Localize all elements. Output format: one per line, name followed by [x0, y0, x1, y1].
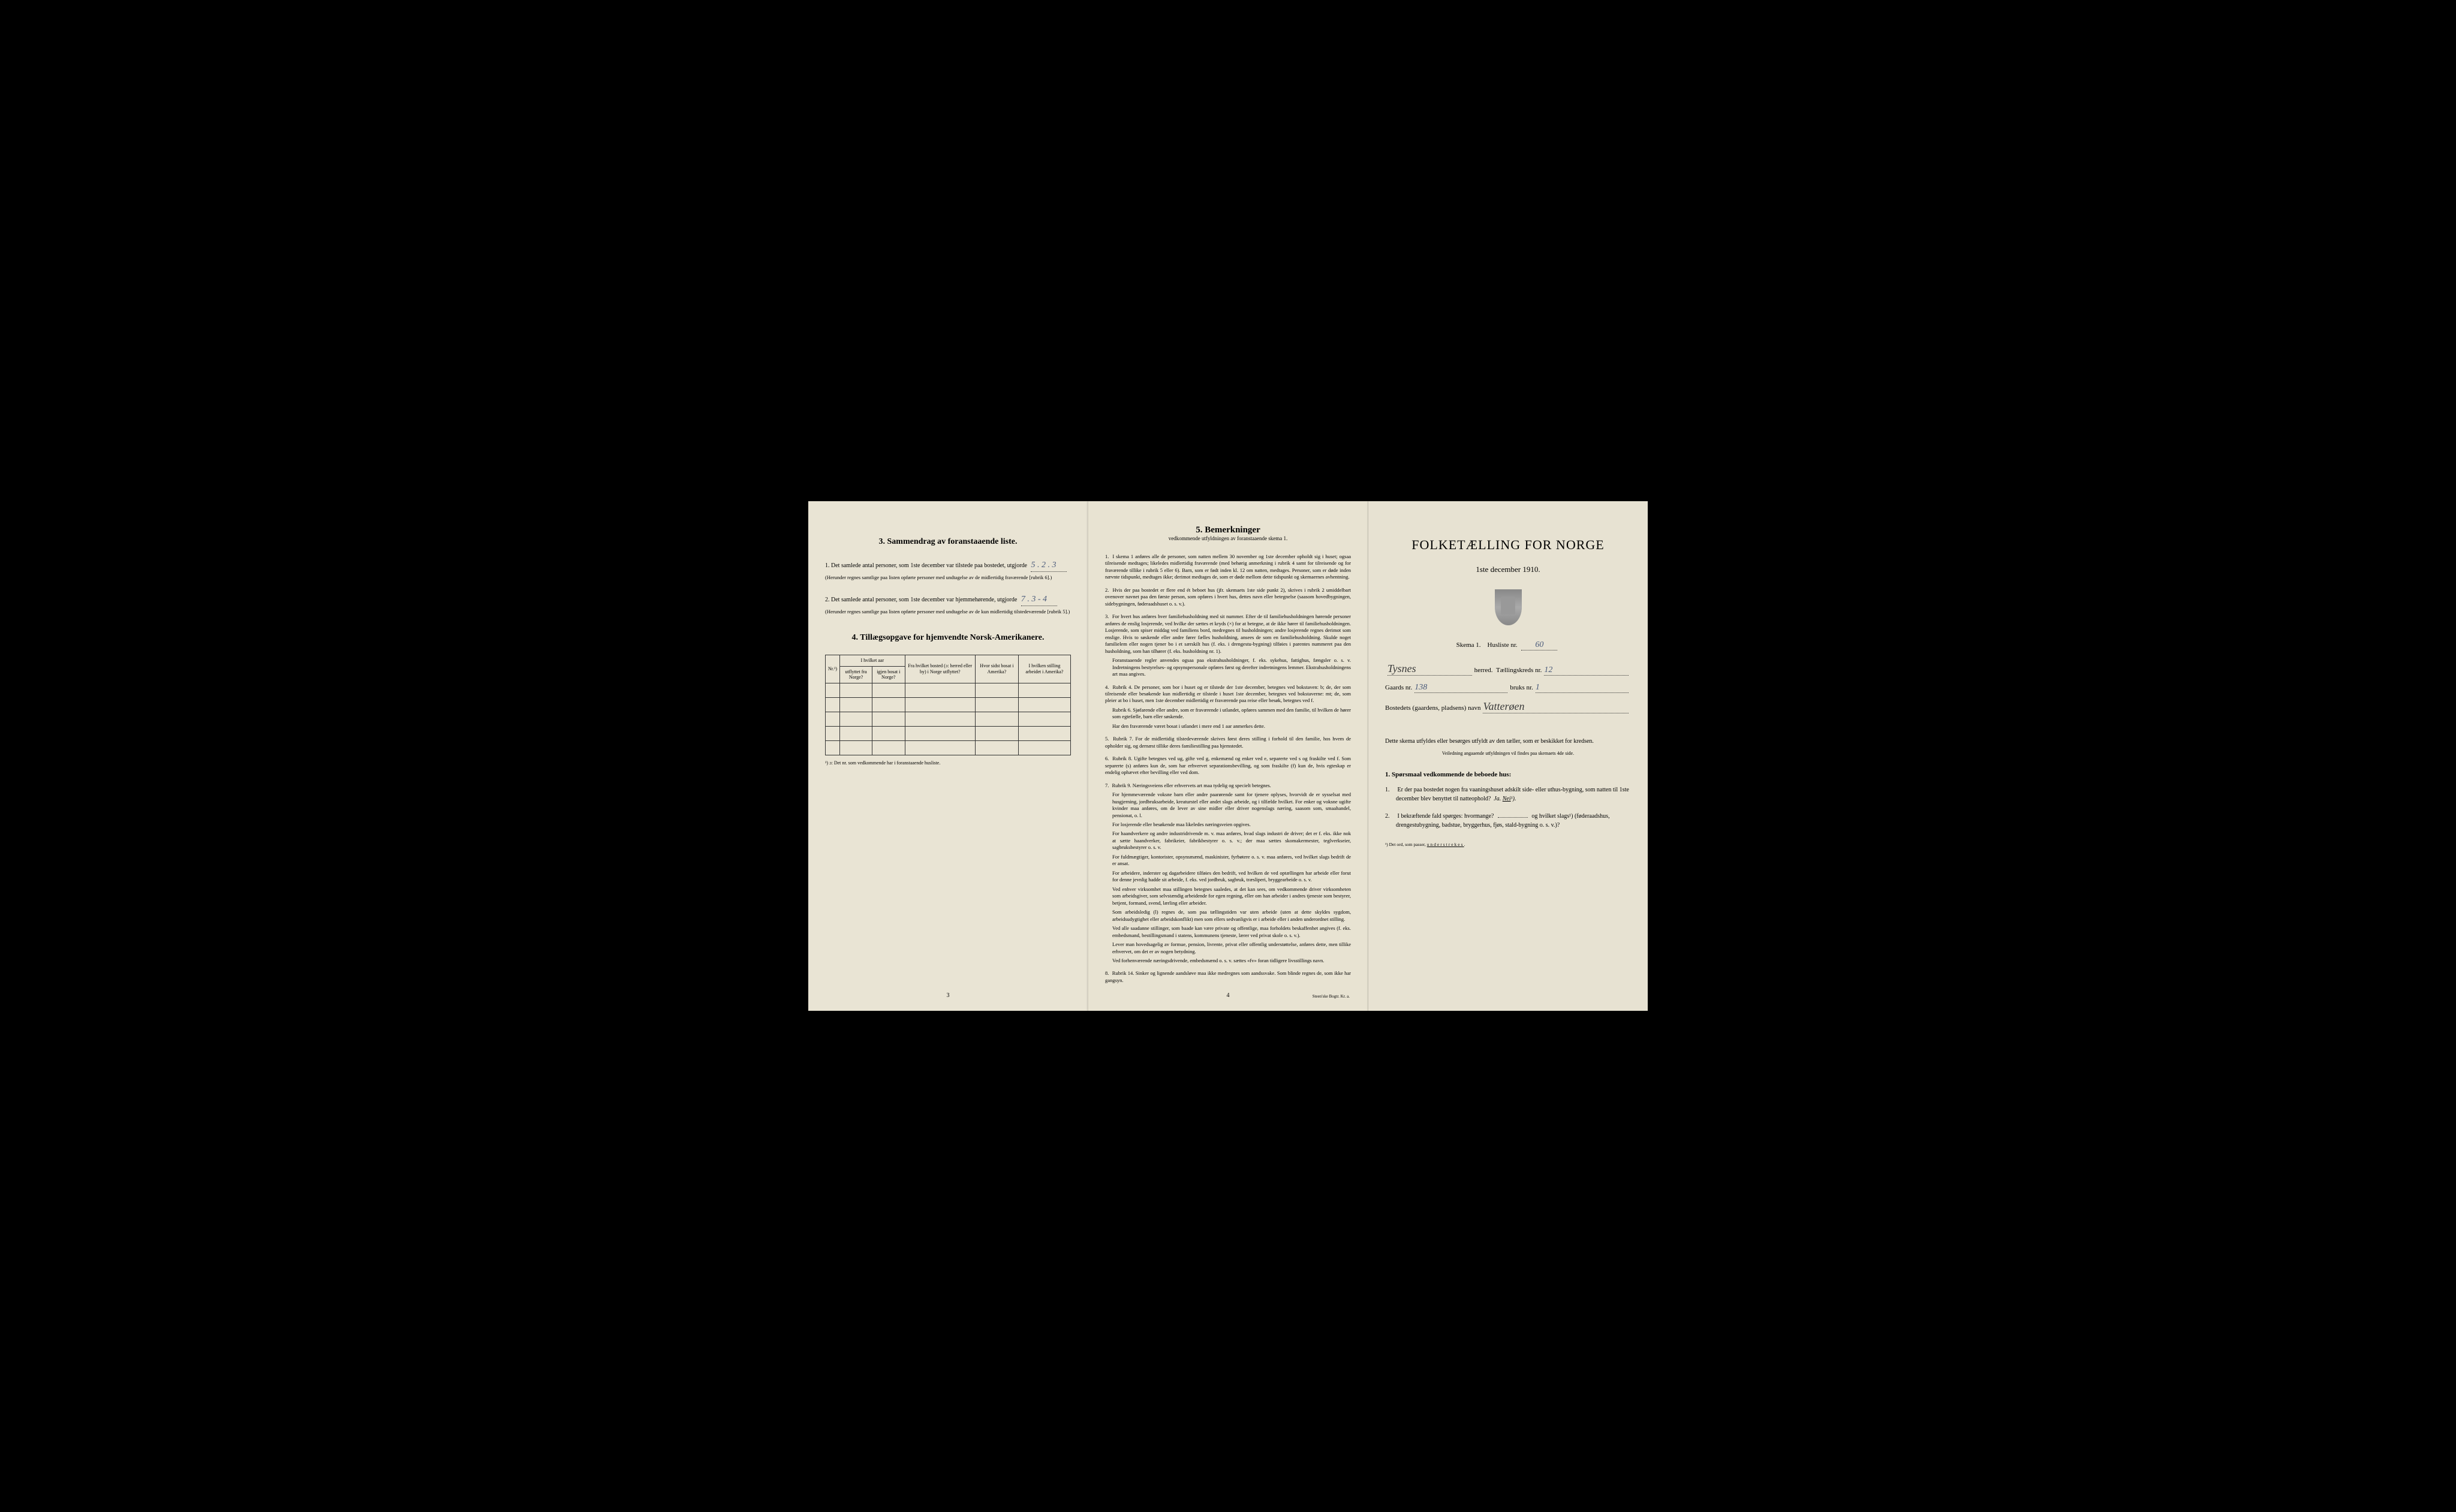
page-3: FOLKETÆLLING FOR NORGE 1ste december 191…: [1368, 501, 1648, 1011]
remark-7: 7. Rubrik 9. Næringsveiens eller erhverv…: [1105, 782, 1351, 965]
table-row: [826, 683, 1071, 697]
item-2-num: 2.: [825, 597, 831, 603]
telling-nr: 12: [1544, 665, 1552, 674]
instruction-2: Veiledning angaaende utfyldningen vil fi…: [1385, 751, 1631, 756]
table-row: [826, 726, 1071, 740]
item-1-note: (Herunder regnes samtlige paa listen opf…: [825, 574, 1071, 581]
remarks-title: 5. Bemerkninger: [1105, 525, 1351, 535]
q1-2: 2. I bekræftende fald spørges: hvormange…: [1396, 812, 1631, 830]
q1-title: 1. Spørsmaal vedkommende de beboede hus:: [1385, 771, 1631, 778]
item-2: 2. Det samlede antal personer, som 1ste …: [825, 593, 1071, 615]
q1-1: 1. Er der paa bostedet nogen fra vaaning…: [1396, 785, 1631, 803]
item-1-num: 1.: [825, 562, 831, 569]
main-title: FOLKETÆLLING FOR NORGE: [1385, 537, 1631, 553]
footnote-1: ¹) ɔ: Det nr. som vedkommende har i fora…: [825, 760, 1071, 766]
printer-mark: Steen'ske Bogtr. Kr. a.: [1313, 994, 1350, 999]
gaards-nr: 138: [1414, 683, 1427, 692]
instruction-1: Dette skema utfyldes eller besørges utfy…: [1385, 737, 1631, 746]
remark-5: 5. Rubrik 7. For de midlertidig tilstede…: [1105, 736, 1351, 749]
herred-line: Tysnes herred. Tællingskreds nr. 12: [1385, 662, 1631, 676]
item-2-line: 7 . 3 - 4: [1021, 593, 1057, 606]
form-table: Nr.¹) I hvilket aar Fra hvilket bosted (…: [825, 655, 1071, 755]
th-fra: Fra hvilket bosted (ɔ: herred eller by) …: [905, 655, 976, 683]
husliste-nr: 60: [1535, 640, 1543, 649]
page-number-1: 3: [947, 992, 950, 999]
date-line: 1ste december 1910.: [1385, 565, 1631, 574]
remark-1: 1. I skema 1 anføres alle de personer, s…: [1105, 553, 1351, 581]
remark-8: 8. Rubrik 14. Sinker og lignende aandslø…: [1105, 970, 1351, 984]
th-igjen: igjen bosat i Norge?: [872, 666, 905, 683]
gaards-line: Gaards nr. 138 bruks nr. 1: [1385, 683, 1631, 693]
herred-value: Tysnes: [1387, 662, 1416, 674]
page-number-2: 4: [1227, 992, 1230, 999]
section-4: 4. Tillægsopgave for hjemvendte Norsk-Am…: [825, 633, 1071, 766]
section-3-title: 3. Sammendrag av foranstaaende liste.: [825, 537, 1071, 547]
document-spread: 3. Sammendrag av foranstaaende liste. 1.…: [808, 501, 1648, 1011]
section-4-title: 4. Tillægsopgave for hjemvendte Norsk-Am…: [825, 633, 1071, 643]
questions: 1. Spørsmaal vedkommende de beboede hus:…: [1385, 771, 1631, 830]
remark-3: 3. For hvert hus anføres hver familiehus…: [1105, 613, 1351, 677]
bruks-nr: 1: [1536, 683, 1540, 692]
q1-1-answer: Ja. Nei¹).: [1494, 796, 1516, 802]
skema-line: Skema 1. Husliste nr. 60: [1385, 640, 1631, 650]
item-1: 1. Det samlede antal personer, som 1ste …: [825, 559, 1071, 581]
th-utflyttet: utflyttet fra Norge?: [840, 666, 872, 683]
remarks-subtitle: vedkommende utfyldningen av foranstaaend…: [1105, 535, 1351, 541]
page-1: 3. Sammendrag av foranstaaende liste. 1.…: [808, 501, 1088, 1011]
page-2: 5. Bemerkninger vedkommende utfyldningen…: [1088, 501, 1368, 1011]
remark-2: 2. Hvis der paa bostedet er flere end ét…: [1105, 587, 1351, 607]
th-year: I hvilket aar: [840, 655, 905, 667]
th-stilling: I hvilken stilling arbeidet i Amerika?: [1018, 655, 1070, 683]
footnote-3: ¹) Det ord, som passer, understrekes.: [1385, 842, 1631, 847]
item-2-value: 7 . 3 - 4: [1021, 595, 1047, 604]
table-row: [826, 712, 1071, 726]
item-2-note: (Herunder regnes samtlige paa listen opf…: [825, 609, 1071, 615]
th-hvor: Hvor sidst bosat i Amerika?: [976, 655, 1019, 683]
remark-6: 6. Rubrik 8. Ugifte betegnes ved ug, gif…: [1105, 755, 1351, 776]
item-1-value: 5 . 2 . 3: [1031, 561, 1056, 570]
remarks-list: 1. I skema 1 anføres alle de personer, s…: [1105, 553, 1351, 984]
table-row: [826, 697, 1071, 712]
bosted-value: Vatterøen: [1483, 700, 1524, 712]
table-row: [826, 740, 1071, 755]
item-1-text: Det samlede antal personer, som 1ste dec…: [831, 562, 1027, 569]
item-2-text: Det samlede antal personer, som 1ste dec…: [831, 597, 1017, 603]
th-nr: Nr.¹): [826, 655, 840, 683]
coat-of-arms-icon: [1495, 589, 1522, 625]
item-1-line: 5 . 2 . 3: [1031, 559, 1067, 572]
remark-4: 4. Rubrik 4. De personer, som bor i huse…: [1105, 684, 1351, 730]
bosted-line: Bostedets (gaardens, pladsens) navn Vatt…: [1385, 700, 1631, 713]
